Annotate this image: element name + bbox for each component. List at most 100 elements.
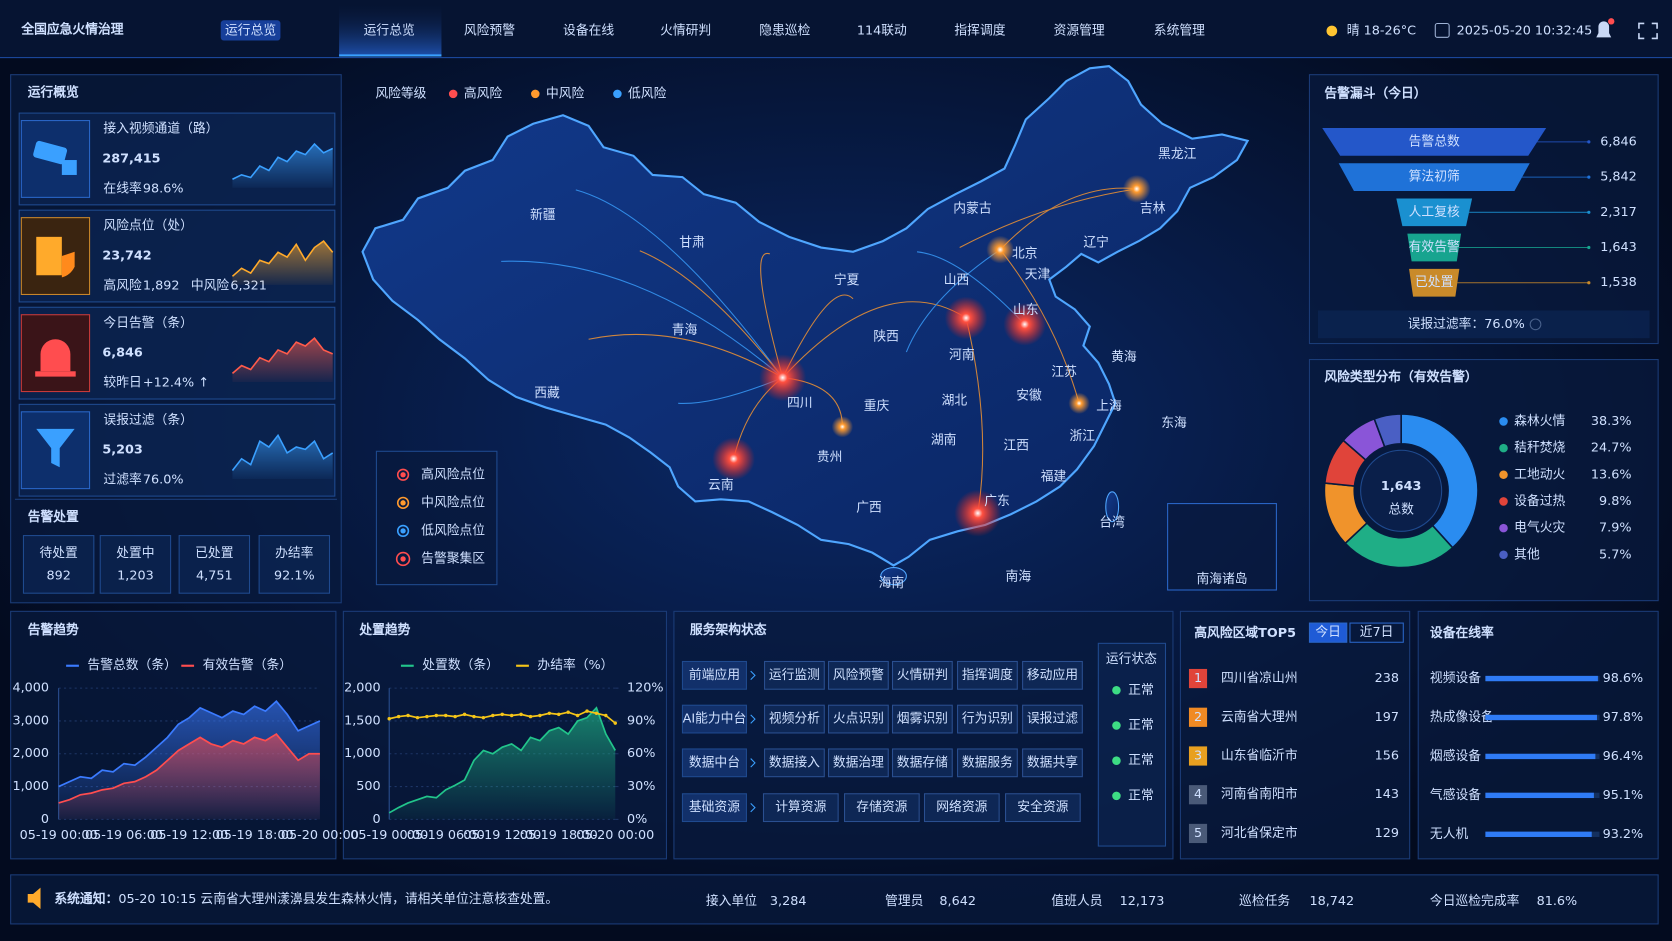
map-label: 山东 bbox=[1013, 303, 1039, 318]
legend-dot bbox=[531, 89, 540, 99]
x-tick-label: 05-20 00:00 bbox=[281, 828, 359, 843]
module-label: 数据共享 bbox=[1027, 754, 1078, 770]
hotspot bbox=[954, 489, 1002, 537]
kpi-sub-label: 较昨日 bbox=[103, 376, 141, 391]
legend-label: 中风险点位 bbox=[421, 495, 485, 510]
building-icon bbox=[36, 236, 62, 276]
shield-icon bbox=[61, 251, 75, 278]
layer-box bbox=[681, 793, 747, 823]
funnel-leader-dot bbox=[1587, 245, 1591, 250]
disposal-trend-panel bbox=[342, 610, 667, 860]
nav-item[interactable]: 资源管理 bbox=[1054, 23, 1105, 38]
nav-item[interactable]: 风险预警 bbox=[464, 22, 515, 38]
bar bbox=[1485, 753, 1596, 760]
legend-label: 告警聚集区 bbox=[421, 550, 485, 566]
series-point bbox=[491, 713, 495, 718]
module-label: 数据接入 bbox=[769, 754, 820, 770]
map-label: 北京 bbox=[1012, 246, 1038, 261]
layer-arrow bbox=[750, 758, 756, 768]
module-box bbox=[843, 793, 920, 823]
nav-item[interactable]: 火情研判 bbox=[660, 23, 711, 38]
legend-label: 中风险 bbox=[546, 86, 585, 101]
panel-title: 处置趋势 bbox=[358, 622, 410, 638]
tab[interactable]: 今日 bbox=[1315, 624, 1341, 640]
layer-label: 数据中台 bbox=[689, 755, 740, 770]
legend-dot bbox=[396, 468, 410, 481]
module-label: 指挥调度 bbox=[962, 667, 1013, 683]
sparkline-area bbox=[232, 144, 333, 188]
map-label: 安徽 bbox=[1016, 388, 1042, 403]
fullscreen-icon[interactable] bbox=[1638, 22, 1658, 40]
funnel-value: 2,317 bbox=[1600, 205, 1637, 220]
y-tick-label: 2,000 bbox=[12, 746, 49, 761]
module-label: 数据服务 bbox=[962, 754, 1013, 770]
series-point bbox=[519, 712, 523, 717]
funnel-leader-dot bbox=[1587, 210, 1591, 214]
nav-item[interactable]: 隐患巡检 bbox=[759, 22, 810, 38]
page-badge: 运行总览 bbox=[225, 22, 276, 38]
legend-label: 工地动火 bbox=[1514, 467, 1565, 482]
inset-label: 南海诸岛 bbox=[1196, 571, 1247, 587]
layer-arrow bbox=[750, 670, 756, 680]
y-tick-label: 0 bbox=[41, 812, 49, 827]
rank-box bbox=[1188, 707, 1208, 727]
layer-label: AI能力中台 bbox=[683, 712, 747, 727]
map-label: 上海 bbox=[1096, 399, 1122, 414]
bar-label: 热成像设备 bbox=[1430, 710, 1494, 725]
weather: 晴 18-26°C bbox=[1347, 23, 1416, 38]
nav-item[interactable]: 运行总览 bbox=[364, 22, 415, 38]
y2-tick-label: 60% bbox=[627, 746, 655, 761]
series-point bbox=[425, 714, 429, 719]
filter-icon bbox=[36, 428, 75, 468]
rank-box bbox=[1188, 823, 1208, 844]
layer-box bbox=[681, 748, 747, 778]
sparkline-area bbox=[232, 241, 333, 285]
region-value: 238 bbox=[1375, 671, 1399, 686]
funnel-leader-dot bbox=[1587, 281, 1591, 285]
alarm-icon bbox=[35, 371, 76, 377]
series-line bbox=[58, 700, 321, 788]
nav-item[interactable]: 指挥调度 bbox=[954, 22, 1005, 38]
disposal-label: 办结率 bbox=[275, 545, 314, 561]
bar bbox=[1485, 714, 1597, 721]
legend-value: 24.7% bbox=[1591, 441, 1632, 456]
stat-value: 81.6% bbox=[1537, 894, 1578, 909]
module-box bbox=[1005, 793, 1081, 823]
nav-item[interactable]: 系统管理 bbox=[1154, 23, 1205, 38]
legend-value: 13.6% bbox=[1591, 467, 1632, 482]
module-label: 视频分析 bbox=[769, 712, 820, 727]
alarm-icon bbox=[40, 339, 71, 372]
nav-item[interactable]: 设备在线 bbox=[563, 23, 614, 38]
module-label: 移动应用 bbox=[1027, 667, 1078, 683]
bell-icon[interactable] bbox=[1596, 21, 1612, 38]
map-label: 重庆 bbox=[864, 398, 890, 414]
bar-value: 96.4% bbox=[1603, 749, 1644, 764]
map-label: 天津 bbox=[1025, 268, 1051, 283]
module-box bbox=[957, 748, 1018, 778]
module-label: 风险预警 bbox=[833, 667, 884, 683]
status-title: 运行状态 bbox=[1106, 652, 1157, 667]
hotspot bbox=[759, 354, 807, 402]
tab[interactable]: 近7日 bbox=[1360, 625, 1394, 640]
module-label: 计算资源 bbox=[775, 800, 826, 815]
legend-label: 有效告警（条） bbox=[203, 657, 292, 673]
sparkline-area bbox=[232, 435, 333, 480]
legend-dot bbox=[395, 551, 411, 567]
legend-value: 38.3% bbox=[1591, 414, 1632, 429]
legend-label: 低风险点位 bbox=[421, 523, 485, 538]
bar-label: 视频设备 bbox=[1430, 671, 1481, 686]
rank: 2 bbox=[1194, 710, 1202, 725]
legend-label: 高风险 bbox=[464, 85, 503, 101]
nav-item[interactable]: 114联动 bbox=[857, 23, 907, 38]
legend-label: 办结率（%） bbox=[537, 657, 613, 673]
flow-line bbox=[959, 188, 1137, 248]
stat-value: 18,742 bbox=[1309, 894, 1354, 909]
funnel-leader-dot bbox=[1587, 175, 1591, 179]
map-label: 云南 bbox=[708, 477, 734, 493]
funnel-value: 6,846 bbox=[1600, 134, 1637, 149]
funnel-stage bbox=[1322, 128, 1547, 156]
bar bbox=[1485, 792, 1594, 799]
status-dot bbox=[1112, 756, 1121, 765]
kpi-sub-label: 过滤率 bbox=[103, 472, 142, 488]
legend-dot bbox=[396, 524, 410, 538]
